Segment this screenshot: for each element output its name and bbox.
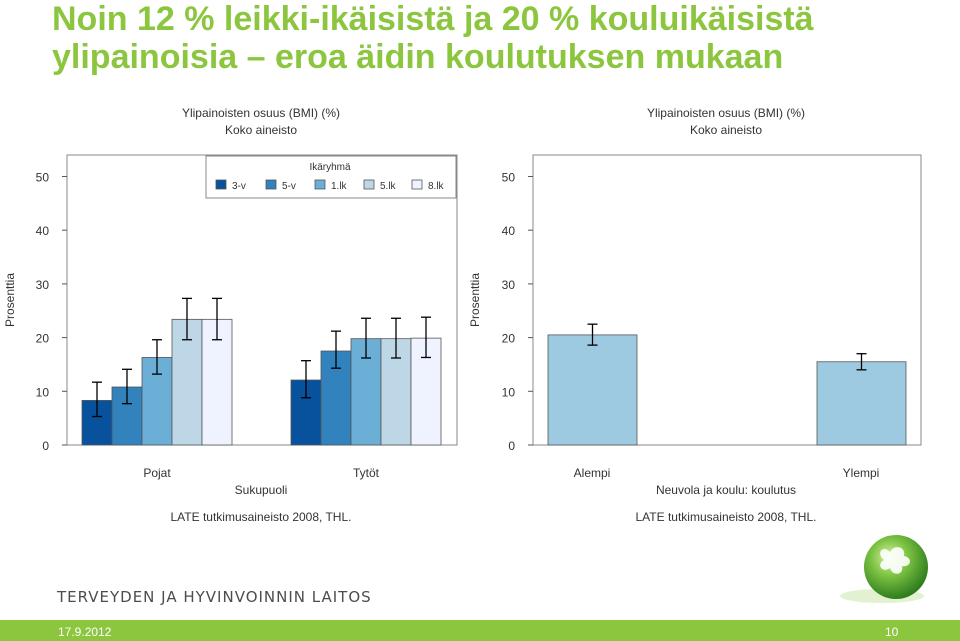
chart-left-x-axis-label: Sukupuoli xyxy=(235,483,288,497)
chart-left-plot-frame xyxy=(66,154,458,446)
page-number: 10 xyxy=(885,625,899,639)
legend-swatch xyxy=(411,179,423,190)
legend-label: 5.lk xyxy=(380,181,397,192)
chart-right-bars xyxy=(547,323,907,446)
green-sphere-logo-icon xyxy=(832,530,942,615)
bar xyxy=(547,334,638,446)
chart-left-legend: Ikäryhmä 3-v 5-v 1.lk 5.lk 8.lk xyxy=(205,155,457,199)
x-tick-label: Ylempi xyxy=(843,466,880,480)
chart-right-source-note: LATE tutkimusaineisto 2008, THL. xyxy=(636,510,817,524)
bar xyxy=(816,361,907,446)
legend-items: 3-v 5-v 1.lk 5.lk 8.lk xyxy=(215,179,445,192)
footer-date: 17.9.2012 xyxy=(58,625,112,639)
chart-right-title: Ylipainoisten osuus (BMI) (%) xyxy=(647,106,805,120)
legend-label: 3-v xyxy=(232,181,246,192)
chart-right-plot-frame xyxy=(532,154,922,446)
y-tick-label: 50 xyxy=(36,170,50,184)
chart-left-subtitle: Koko aineisto xyxy=(225,123,297,137)
chart-left-x-ticks: Pojat Tytöt xyxy=(143,466,379,480)
chart-right: Ylipainoisten osuus (BMI) (%) Koko ainei… xyxy=(468,106,922,524)
legend-swatch xyxy=(215,179,227,190)
y-tick-label: 40 xyxy=(36,224,50,238)
organization-name: TERVEYDEN JA HYVINVOINNIN LAITOS xyxy=(57,588,372,606)
y-tick-label: 40 xyxy=(502,224,516,238)
chart-left: Ylipainoisten osuus (BMI) (%) Koko ainei… xyxy=(3,106,458,524)
x-tick-label: Alempi xyxy=(574,466,611,480)
chart-left-source-note: LATE tutkimusaineisto 2008, THL. xyxy=(171,510,352,524)
chart-left-y-ticks: 0 10 20 30 40 50 xyxy=(36,170,67,453)
legend-swatch xyxy=(314,179,326,190)
legend-swatch xyxy=(265,179,277,190)
chart-right-x-ticks: Alempi Ylempi xyxy=(574,466,880,480)
y-tick-label: 20 xyxy=(36,332,50,346)
legend-box xyxy=(205,155,457,199)
y-tick-label: 0 xyxy=(42,439,49,453)
y-tick-label: 10 xyxy=(36,385,50,399)
y-tick-label: 10 xyxy=(502,385,516,399)
chart-right-subtitle: Koko aineisto xyxy=(690,123,762,137)
legend-label: 8.lk xyxy=(428,181,445,192)
x-tick-label: Pojat xyxy=(143,466,171,480)
legend-label: 5-v xyxy=(282,181,296,192)
slide-title: Noin 12 % leikki-ikäisistä ja 20 % koulu… xyxy=(52,0,814,76)
chart-left-bars xyxy=(81,297,442,446)
legend-label: 1.lk xyxy=(331,181,348,192)
y-tick-label: 0 xyxy=(508,439,515,453)
x-tick-label: Tytöt xyxy=(353,466,380,480)
footer-bar xyxy=(0,620,960,641)
y-tick-label: 50 xyxy=(502,170,516,184)
chart-left-title: Ylipainoisten osuus (BMI) (%) xyxy=(182,106,340,120)
y-tick-label: 30 xyxy=(502,278,516,292)
y-tick-label: 30 xyxy=(36,278,50,292)
chart-left-y-axis-label: Prosenttia xyxy=(3,273,17,327)
legend-swatch xyxy=(363,179,375,190)
legend-title: Ikäryhmä xyxy=(309,162,351,173)
chart-right-y-ticks: 0 10 20 30 40 50 xyxy=(502,170,533,453)
chart-right-x-axis-label: Neuvola ja koulu: koulutus xyxy=(656,483,796,497)
y-tick-label: 20 xyxy=(502,332,516,346)
chart-right-y-axis-label: Prosenttia xyxy=(468,273,482,327)
